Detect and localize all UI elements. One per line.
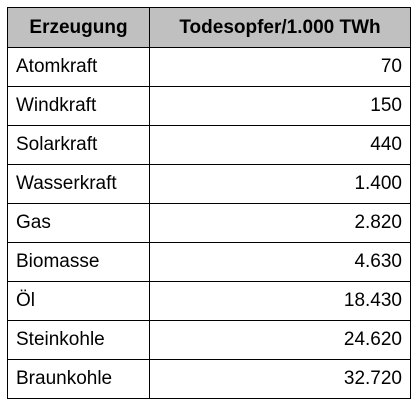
- energy-source-cell: Wasserkraft: [7, 164, 150, 204]
- table-row: Braunkohle 32.720: [7, 359, 411, 399]
- deaths-value-cell: 70: [149, 47, 411, 87]
- header-row: Erzeugung Todesopfer/1.000 TWh: [7, 7, 411, 48]
- deaths-value-cell: 32.720: [149, 359, 411, 399]
- table-row: Biomasse 4.630: [7, 242, 411, 282]
- column-header-generation: Erzeugung: [7, 7, 150, 48]
- deaths-value-cell: 440: [149, 125, 411, 165]
- deaths-value-cell: 24.620: [149, 320, 411, 360]
- energy-source-cell: Biomasse: [7, 242, 150, 282]
- energy-source-cell: Solarkraft: [7, 125, 150, 165]
- table-body: Atomkraft 70 Windkraft 150 Solarkraft 440 Wass…: [7, 47, 411, 399]
- energy-source-cell: Gas: [7, 203, 150, 243]
- table-row: Gas 2.820: [7, 203, 411, 243]
- deaths-value-cell: 2.820: [149, 203, 411, 243]
- energy-source-cell: Braunkohle: [7, 359, 150, 399]
- table-row: Steinkohle 24.620: [7, 320, 411, 360]
- column-header-deaths-per-twh: Todesopfer/1.000 TWh: [149, 7, 411, 48]
- deaths-value-cell: 18.430: [149, 281, 411, 321]
- energy-source-cell: Atomkraft: [7, 47, 150, 87]
- deaths-value-cell: 4.630: [149, 242, 411, 282]
- energy-source-cell: Steinkohle: [7, 320, 150, 360]
- table-row: Windkraft 150: [7, 86, 411, 126]
- deaths-value-cell: 150: [149, 86, 411, 126]
- table-row: Atomkraft 70: [7, 47, 411, 87]
- energy-source-cell: Windkraft: [7, 86, 150, 126]
- deaths-value-cell: 1.400: [149, 164, 411, 204]
- table-row: Öl 18.430: [7, 281, 411, 321]
- table-row: Solarkraft 440: [7, 125, 411, 165]
- table-row: Wasserkraft 1.400: [7, 164, 411, 204]
- energy-source-cell: Öl: [7, 281, 150, 321]
- deaths-per-energy-table: Erzeugung Todesopfer/1.000 TWh Atomkraft…: [7, 7, 411, 399]
